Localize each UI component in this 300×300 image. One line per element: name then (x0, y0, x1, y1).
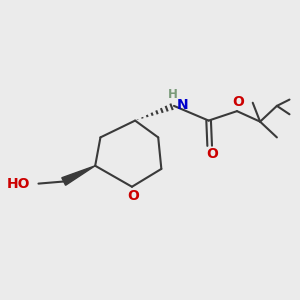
Text: HO: HO (7, 177, 30, 190)
Text: O: O (127, 189, 139, 203)
Text: O: O (206, 147, 218, 161)
Text: O: O (232, 95, 244, 109)
Text: H: H (168, 88, 178, 101)
Polygon shape (62, 166, 95, 185)
Text: N: N (177, 98, 189, 112)
